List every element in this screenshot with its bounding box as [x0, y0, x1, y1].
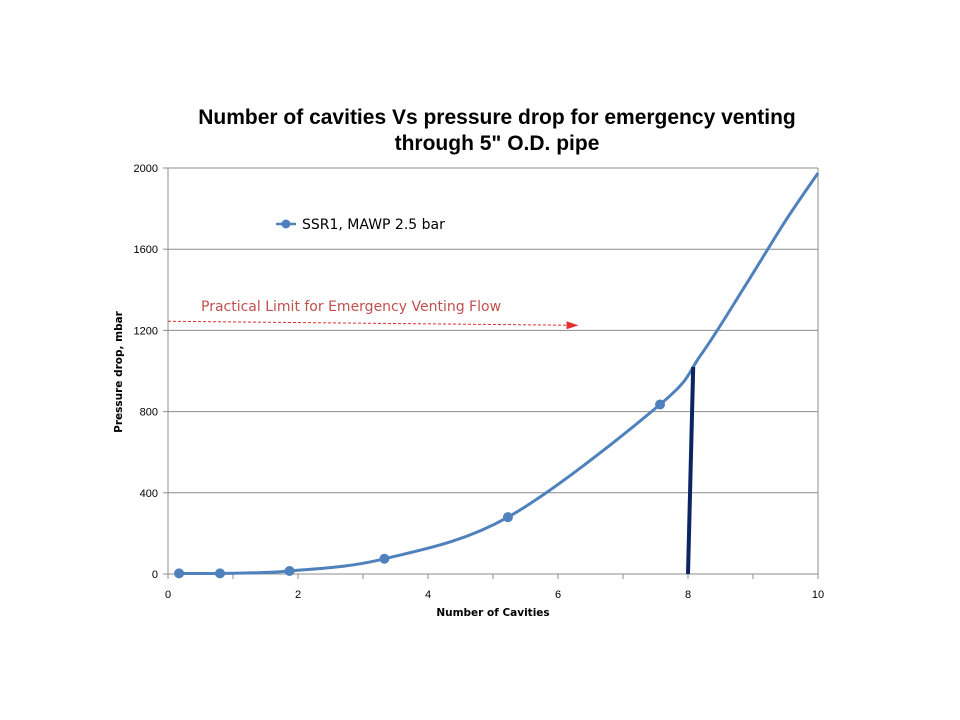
- legend: SSR1, MAWP 2.5 bar: [276, 217, 445, 233]
- practical-limit-arrow: [167, 320, 579, 330]
- y-tick-label-1200: 1200: [134, 325, 158, 337]
- y-tick-label-0: 0: [152, 569, 158, 581]
- data-point-2: [284, 565, 295, 576]
- data-point-3: [379, 553, 390, 564]
- x-tick-label-4: 4: [425, 589, 431, 601]
- x-tick-label-2: 2: [295, 589, 301, 601]
- y-axis-label: Pressure drop, mbar: [113, 310, 125, 433]
- y-tick-label-2000: 2000: [134, 163, 158, 175]
- y-tick-label-400: 400: [140, 488, 158, 500]
- x-tick-label-6: 6: [555, 589, 561, 601]
- series-line-0: [179, 172, 820, 576]
- data-point-1: [215, 568, 225, 579]
- annotations: [167, 320, 696, 575]
- cavity-limit-marker-line: [686, 366, 696, 575]
- x-tick-label-0: 0: [165, 589, 171, 601]
- gridlines: [168, 167, 818, 575]
- y-tick-label-800: 800: [140, 407, 158, 419]
- data-point-0: [174, 568, 185, 579]
- x-axis-label: Number of Cavities: [436, 607, 549, 619]
- practical-limit-annotation: Practical Limit for Emergency Venting Fl…: [201, 299, 501, 315]
- axes: [163, 167, 819, 579]
- chart-title-line-2: through 5" O.D. pipe: [395, 132, 600, 155]
- x-tick-label-8: 8: [685, 589, 691, 601]
- x-tick-label-10: 10: [812, 589, 824, 601]
- data-point-4: [502, 512, 513, 523]
- chart-title-line-1: Number of cavities Vs pressure drop for …: [198, 106, 796, 129]
- legend-entry-ssr1: SSR1, MAWP 2.5 bar: [302, 217, 445, 233]
- x-tick-labels: 0 2 4 6 8 10: [165, 589, 824, 601]
- y-tick-label-1600: 1600: [134, 244, 158, 256]
- data-point-5: [655, 399, 666, 410]
- series-plot: [174, 172, 820, 579]
- y-tick-labels: 0 400 800 1200 1600 2000: [134, 163, 158, 581]
- legend-marker: [281, 219, 291, 229]
